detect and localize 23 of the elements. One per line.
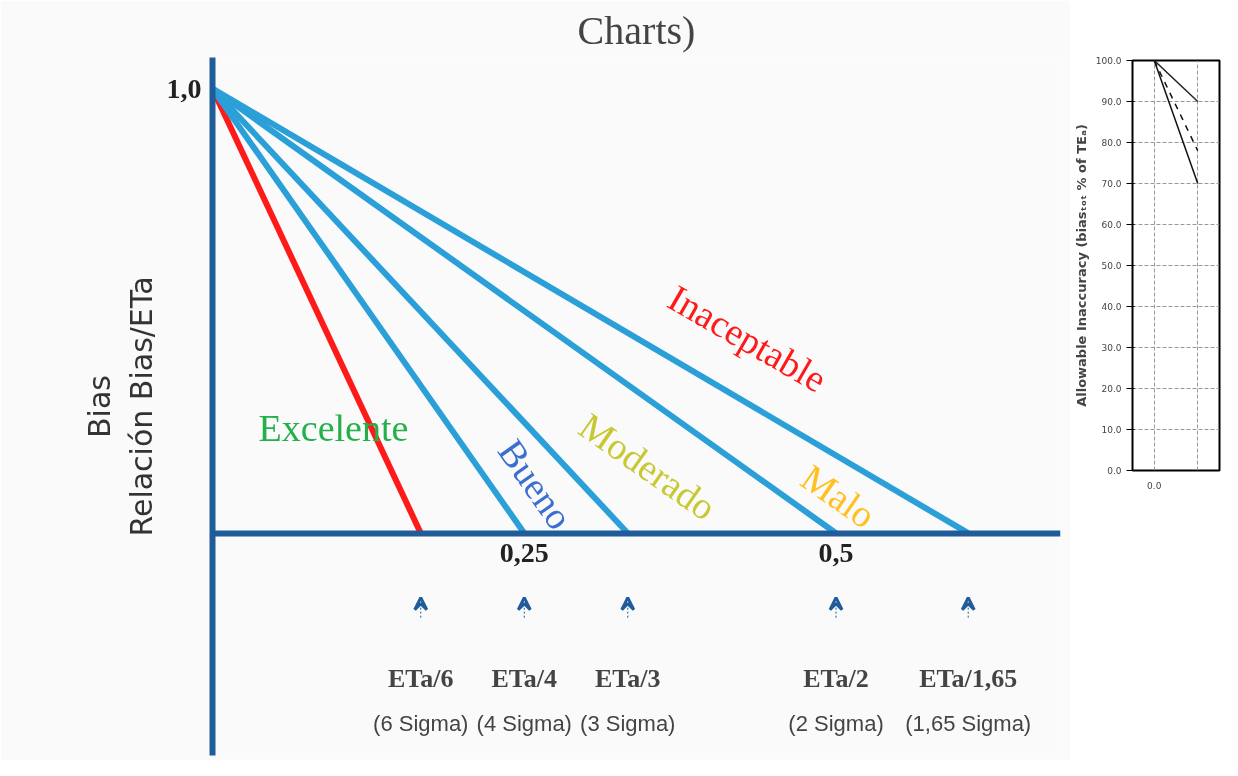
chart-title: Charts)	[577, 7, 696, 53]
y-tick-label: 90.0	[1101, 97, 1122, 107]
y-tick-label: 80.0	[1101, 138, 1122, 148]
text: ETa/6 (6 Sigma)	[373, 663, 469, 736]
y-axis-title: Bias Relación Bias/ETa	[81, 276, 159, 537]
text: ETa/2 (2 Sigma)	[788, 663, 884, 736]
y-tick-label: 20.0	[1101, 384, 1122, 394]
text: ETa/1,65 (1,65 Sigma)	[905, 663, 1032, 736]
y-tick-label: 60.0	[1101, 220, 1122, 230]
text: 1,0	[166, 72, 202, 104]
annotation: Malo	[793, 456, 884, 537]
y-tick-label: 50.0	[1101, 261, 1122, 271]
text: ETa/4 (4 Sigma)	[476, 663, 572, 736]
x-tick-label: 0,25	[499, 537, 549, 569]
y-tick-label: 30.0	[1101, 343, 1122, 353]
y-tick-label: 10.0	[1101, 425, 1122, 435]
x-tick-label: 0,5	[818, 537, 854, 569]
y-axis-title: Allowable Inaccuracy (biasₜₒₜ % of TEₐ)	[1073, 124, 1089, 407]
y-tick-label: 0.0	[1107, 466, 1122, 476]
y-tick-label: 40.0	[1101, 302, 1122, 312]
text: ETa/3 (3 Sigma)	[580, 663, 676, 736]
y-tick-label: 100.0	[1095, 56, 1122, 66]
y-tick-label: 70.0	[1101, 179, 1122, 189]
